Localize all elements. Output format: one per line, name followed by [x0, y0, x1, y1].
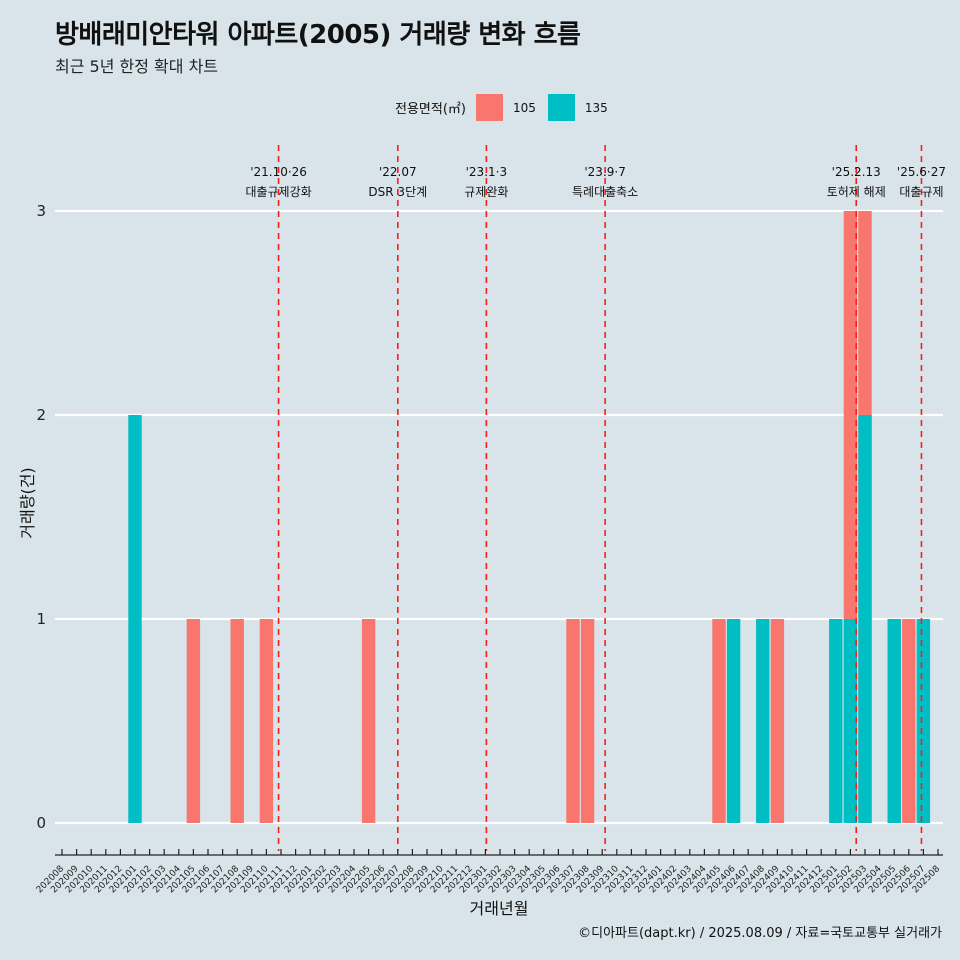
event-name-label: DSR 3단계 [368, 185, 427, 199]
bar-202502-135 [843, 619, 858, 823]
legend-label-105: 105 [512, 100, 536, 115]
bar-202405-105 [712, 619, 726, 823]
event-date-label: '25.2.13 [832, 165, 881, 179]
legend-title: 전용면적(㎡) [395, 102, 466, 117]
event-date-label: '23.9·7 [584, 165, 625, 179]
bar-202503-135 [858, 415, 872, 823]
bar-202105-105 [186, 619, 201, 823]
event-name-label: 대출규제강화 [245, 185, 311, 199]
source-caption: ©디아파트(dapt.kr) / 2025.08.09 / 자료=국토교통부 실… [578, 926, 942, 941]
bar-202205-105 [361, 619, 376, 823]
bar-202406-135 [726, 619, 741, 823]
chart-title: 방배래미안타워 아파트(2005) 거래량 변화 흐름 [55, 20, 581, 50]
bar-202507-135 [916, 619, 931, 823]
bar-202408-135 [756, 619, 770, 823]
event-date-label: '22.07 [379, 165, 417, 179]
x-axis-title: 거래년월 [470, 899, 529, 918]
bar-202409-105 [770, 619, 785, 823]
event-name-label: 특례대출축소 [572, 185, 638, 199]
chart-subtitle: 최근 5년 한정 확대 차트 [55, 57, 219, 76]
y-tick-label: 0 [36, 814, 46, 832]
bar-202108-105 [230, 619, 244, 823]
bar-202110-105 [259, 619, 274, 823]
legend-key-135 [547, 94, 575, 121]
y-tick-label: 2 [36, 406, 46, 424]
bar-202307-105 [566, 619, 580, 823]
event-date-label: '25.6·27 [897, 165, 946, 179]
event-name-label: 대출규제 [899, 185, 943, 199]
y-tick-label: 1 [36, 610, 46, 628]
bar-202501-135 [829, 619, 843, 823]
legend: 전용면적(㎡) 105 135 [395, 94, 620, 121]
bar-202505-135 [887, 619, 901, 823]
event-date-label: '23.1·3 [466, 165, 507, 179]
y-axis-title: 거래량(건) [18, 467, 37, 538]
legend-key-105 [475, 94, 503, 121]
event-name-label: 규제완화 [464, 185, 508, 199]
bar-202308-105 [580, 619, 595, 823]
bar-202101-135 [128, 415, 142, 823]
y-tick-label: 3 [36, 202, 46, 220]
event-name-label: 토허제 해제 [827, 185, 886, 199]
legend-label-135: 135 [584, 100, 608, 115]
event-date-label: '21.10·26 [250, 165, 307, 179]
bar-202506-105 [902, 619, 916, 823]
